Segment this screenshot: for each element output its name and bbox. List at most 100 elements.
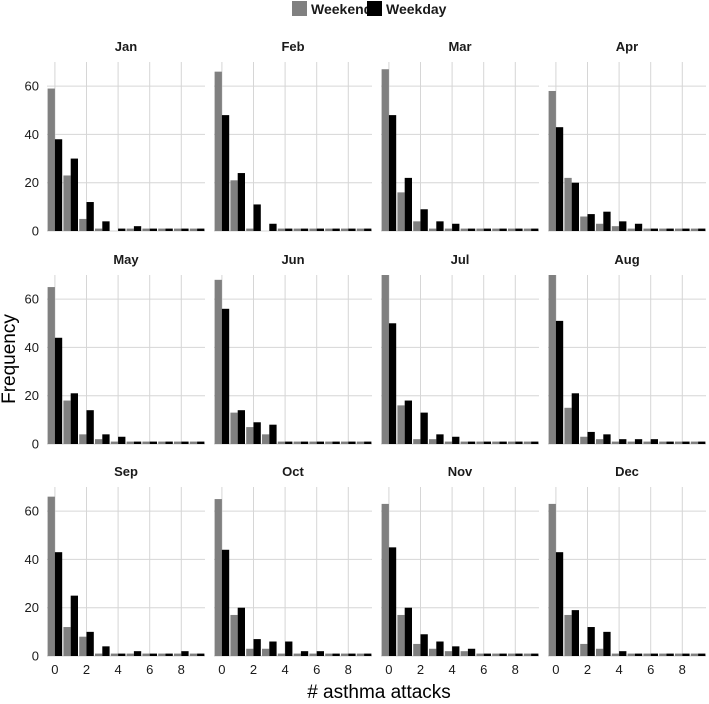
x-axis-title: # asthma attacks <box>307 682 451 703</box>
bar-sep-weekend-1 <box>63 627 71 656</box>
bar-aug-weekday-6 <box>650 439 658 444</box>
bar-aug-weekday-9 <box>698 441 706 444</box>
bar-oct-weekend-2 <box>246 648 254 656</box>
x-tick-label: 8 <box>178 662 185 677</box>
x-tick-label: 6 <box>647 662 654 677</box>
bar-may-weekday-4 <box>118 436 126 444</box>
bar-aug-weekday-4 <box>619 439 627 444</box>
bar-mar-weekday-5 <box>467 228 476 231</box>
bar-mar-weekend-1 <box>397 192 405 231</box>
bar-jul-weekend-5 <box>460 441 468 444</box>
bar-nov-weekend-0 <box>381 503 389 656</box>
panel-title-may: May <box>113 252 139 267</box>
x-tick-label: 8 <box>512 662 519 677</box>
panel-sep: Sep 0 20 40 60 0 2 4 6 8 <box>25 464 205 677</box>
bar-jun-weekday-5 <box>300 441 309 444</box>
panel-dec: Dec 0 2 4 6 8 <box>548 464 706 677</box>
x-tick-label: 2 <box>250 662 257 677</box>
x-tick-label: 0 <box>552 662 559 677</box>
bar-feb-weekday-7 <box>332 228 340 231</box>
bar-apr-weekend-3 <box>596 223 604 231</box>
bar-jun-weekend-4 <box>277 441 286 444</box>
bar-sep-weekday-7 <box>165 653 173 656</box>
bar-jun-weekend-3 <box>262 434 270 444</box>
bar-jan-weekday-8 <box>181 228 189 231</box>
legend-label-weekend: Weekend <box>311 1 372 17</box>
bar-apr-weekday-0 <box>555 127 564 231</box>
bar-may-weekend-2 <box>79 434 87 444</box>
bar-feb-weekday-4 <box>285 228 293 231</box>
bar-apr-weekday-5 <box>634 223 643 231</box>
bar-mar-weekend-8 <box>508 228 516 231</box>
bar-may-weekend-0 <box>47 287 55 444</box>
bar-sep-weekend-5 <box>126 653 134 656</box>
bar-jan-weekend-7 <box>158 228 166 231</box>
bar-dec-weekday-6 <box>650 653 658 656</box>
panel-jun: Jun <box>214 252 372 445</box>
bar-jun-weekend-2 <box>246 427 254 444</box>
panel-title-nov: Nov <box>448 464 473 479</box>
y-tick-label: 40 <box>25 340 39 355</box>
bar-dec-weekday-1 <box>571 610 579 656</box>
bar-dec-weekend-8 <box>675 653 683 656</box>
bar-sep-weekend-7 <box>158 653 166 656</box>
bar-aug-weekend-7 <box>659 441 667 444</box>
bar-nov-weekend-9 <box>523 653 532 656</box>
bar-sep-weekday-1 <box>70 595 78 656</box>
bar-mar-weekend-0 <box>381 69 389 231</box>
bar-jul-weekend-4 <box>444 441 453 444</box>
panel-title-apr: Apr <box>616 39 638 54</box>
bar-jan-weekend-1 <box>63 175 71 231</box>
panel-title-oct: Oct <box>282 464 304 479</box>
bar-jul-weekend-3 <box>429 439 437 444</box>
y-axis-title: Frequency <box>0 314 20 404</box>
bar-jul-weekday-8 <box>515 441 523 444</box>
bar-nov-weekend-8 <box>508 653 516 656</box>
y-tick-label: 60 <box>25 504 39 519</box>
bar-jan-weekend-6 <box>142 228 150 231</box>
bar-mar-weekend-3 <box>429 228 437 231</box>
bar-apr-weekday-9 <box>698 228 706 231</box>
bar-nov-weekday-6 <box>483 653 491 656</box>
x-tick-label: 6 <box>146 662 153 677</box>
bar-jun-weekend-6 <box>309 441 317 444</box>
bar-jul-weekday-3 <box>436 434 444 444</box>
bar-sep-weekend-3 <box>95 653 103 656</box>
bar-oct-weekend-1 <box>230 614 238 656</box>
bar-may-weekend-9 <box>189 441 198 444</box>
bar-oct-weekday-4 <box>285 641 293 656</box>
bar-apr-weekday-8 <box>682 228 690 231</box>
x-tick-label: 2 <box>417 662 424 677</box>
bar-sep-weekday-0 <box>54 552 63 656</box>
bar-jan-weekday-0 <box>54 139 63 231</box>
bar-nov-weekend-4 <box>444 651 453 656</box>
bar-may-weekday-1 <box>70 393 78 444</box>
bar-feb-weekend-4 <box>277 228 286 231</box>
bar-aug-weekday-0 <box>555 320 564 444</box>
x-tick-label: 4 <box>448 662 455 677</box>
x-tick-label: 8 <box>679 662 686 677</box>
bar-feb-weekday-8 <box>348 228 356 231</box>
bar-jan-weekday-5 <box>133 226 142 231</box>
bar-aug-weekend-6 <box>643 441 651 444</box>
bar-mar-weekend-5 <box>460 228 468 231</box>
bar-oct-weekday-2 <box>253 639 261 656</box>
bar-aug-weekday-7 <box>666 441 674 444</box>
bar-jul-weekday-0 <box>388 323 397 444</box>
bar-sep-weekday-9 <box>197 653 205 656</box>
bar-jul-weekday-5 <box>467 441 476 444</box>
bar-nov-weekend-3 <box>429 648 437 656</box>
bar-feb-weekday-6 <box>316 228 324 231</box>
bar-jun-weekend-9 <box>356 441 365 444</box>
bar-oct-weekday-6 <box>316 651 324 656</box>
bar-jul-weekday-1 <box>404 400 412 444</box>
bar-jul-weekday-6 <box>483 441 491 444</box>
y-tick-label: 20 <box>25 600 39 615</box>
bar-mar-weekend-6 <box>476 228 484 231</box>
legend-label-weekday: Weekday <box>386 1 447 17</box>
bar-jan-weekday-9 <box>197 228 205 231</box>
bar-dec-weekday-2 <box>587 627 595 656</box>
bar-dec-weekend-9 <box>690 653 699 656</box>
bar-may-weekend-8 <box>174 441 182 444</box>
